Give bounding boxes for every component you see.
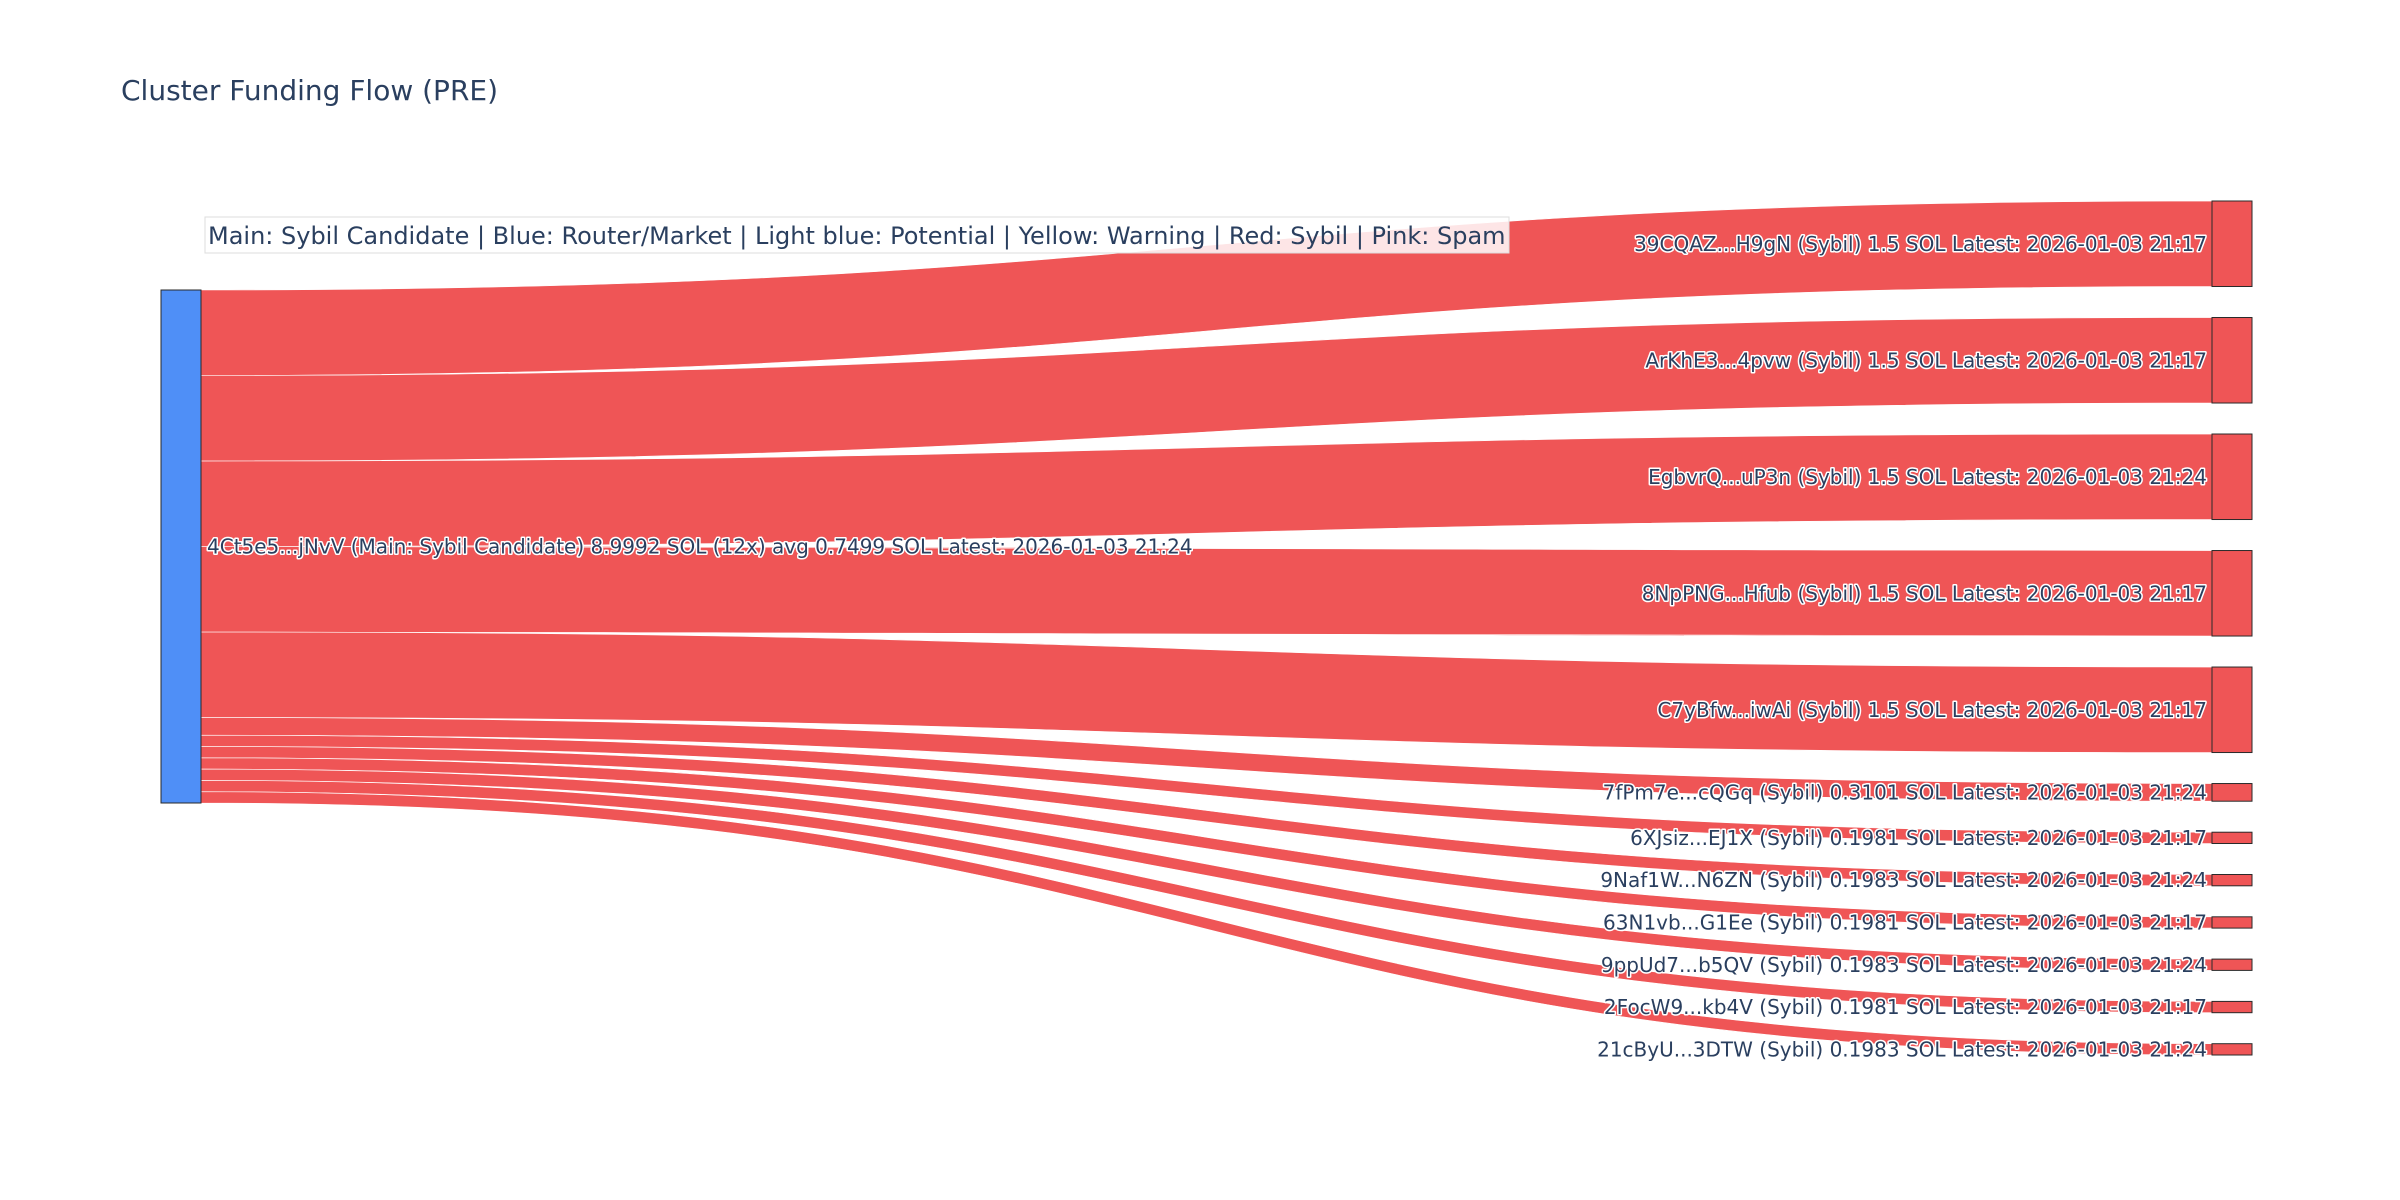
target-node-8 xyxy=(2211,874,2253,887)
target-node-5 xyxy=(2211,666,2253,754)
target-node-label-2: ArKhE3...4pvw (Sybil) 1.5 SOL Latest: 20… xyxy=(1645,348,2207,372)
links-layer xyxy=(200,200,2213,1056)
target-node-label-9: 63N1vb...G1Ee (Sybil) 0.1981 SOL Latest:… xyxy=(1603,910,2207,934)
annotation-text: Main: Sybil Candidate | Blue: Router/Mar… xyxy=(208,222,1506,250)
target-node-label-1: 39CQAZ...H9gN (Sybil) 1.5 SOL Latest: 20… xyxy=(1634,232,2207,256)
target-node-7 xyxy=(2211,831,2253,845)
target-node-label-3: EgbvrQ...uP3n (Sybil) 1.5 SOL Latest: 20… xyxy=(1648,465,2207,489)
target-node-6 xyxy=(2211,783,2253,802)
target-node-9 xyxy=(2211,916,2253,929)
target-node-label-6: 7fPm7e...cQGq (Sybil) 0.3101 SOL Latest:… xyxy=(1603,780,2207,804)
source-node xyxy=(160,289,202,804)
labels-layer: 4Ct5e5...jNvV (Main: Sybil Candidate) 8.… xyxy=(206,230,2209,1063)
source-node-label: 4Ct5e5...jNvV (Main: Sybil Candidate) 8.… xyxy=(207,535,1193,559)
annotation-box xyxy=(204,216,1510,254)
target-node-10 xyxy=(2211,958,2253,971)
target-node-12 xyxy=(2211,1043,2253,1056)
target-node-label-12: 21cByU...3DTW (Sybil) 0.1983 SOL Latest:… xyxy=(1597,1037,2207,1061)
target-node-4 xyxy=(2211,550,2253,637)
nodes-layer xyxy=(160,200,2253,1056)
target-node-2 xyxy=(2211,317,2253,404)
target-node-label-5: C7yBfw...iwAi (Sybil) 1.5 SOL Latest: 20… xyxy=(1657,698,2207,722)
chart-title: Cluster Funding Flow (PRE) xyxy=(121,74,498,107)
annotation: Main: Sybil Candidate | Blue: Router/Mar… xyxy=(204,216,1510,254)
target-node-11 xyxy=(2211,1000,2253,1014)
target-node-3 xyxy=(2211,433,2253,521)
target-node-label-7: 6XJsiz...EJ1X (Sybil) 0.1981 SOL Latest:… xyxy=(1630,826,2207,850)
target-node-label-8: 9Naf1W...N6ZN (Sybil) 0.1983 SOL Latest:… xyxy=(1600,868,2207,892)
target-node-1 xyxy=(2211,200,2253,288)
target-node-label-11: 2FocW9...kb4V (Sybil) 0.1981 SOL Latest:… xyxy=(1604,995,2207,1019)
target-node-label-10: 9ppUd7...b5QV (Sybil) 0.1983 SOL Latest:… xyxy=(1601,953,2207,977)
target-node-label-4: 8NpPNG...Hfub (Sybil) 1.5 SOL Latest: 20… xyxy=(1642,581,2207,605)
